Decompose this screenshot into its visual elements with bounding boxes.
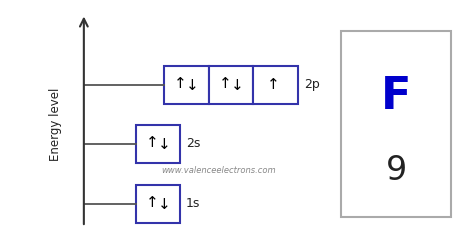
Bar [136,124,181,163]
Text: ↓: ↓ [186,78,199,93]
Bar [164,66,209,104]
Text: ↑: ↑ [219,76,232,91]
Bar [136,185,181,223]
Text: 2p: 2p [304,78,319,91]
Text: ↓: ↓ [230,78,243,93]
Bar [341,31,451,217]
Text: ↑: ↑ [267,77,280,92]
Text: ↑: ↑ [146,135,159,150]
Text: ↓: ↓ [157,197,170,212]
Text: 2s: 2s [186,137,201,150]
Bar [209,66,254,104]
Text: 9: 9 [385,154,407,187]
Text: Energy level: Energy level [49,87,62,161]
Text: ↑: ↑ [146,195,159,210]
Bar [254,66,298,104]
Text: ↑: ↑ [174,76,187,91]
Text: www.valenceelectrons.com: www.valenceelectrons.com [161,166,275,175]
Text: 1s: 1s [186,197,201,210]
Text: ↓: ↓ [157,137,170,152]
Text: F: F [381,75,411,118]
